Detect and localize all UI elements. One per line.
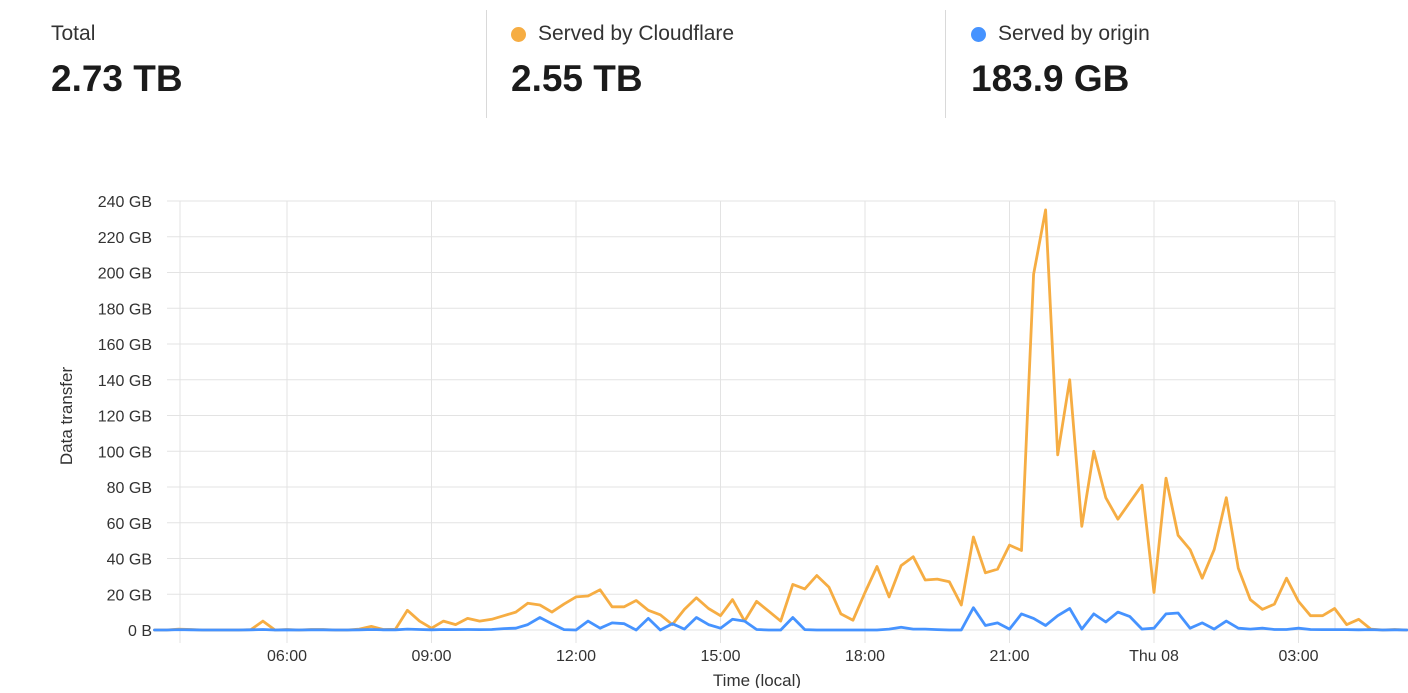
y-tick-label: 100 GB (98, 444, 152, 461)
cloudflare-label-row: Served by Cloudflare (511, 22, 734, 46)
y-tick-label: 180 GB (98, 301, 152, 318)
x-tick-label: 09:00 (411, 648, 451, 665)
total-value: 2.73 TB (51, 58, 183, 99)
y-tick-label: 240 GB (98, 194, 152, 211)
x-tick-labels: 06:00 09:00 12:00 15:00 18:00 21:00 Thu 08 03:0… (267, 648, 1319, 665)
cloudflare-legend-dot (511, 26, 526, 42)
x-tick-label: 03:00 (1278, 648, 1318, 665)
total-label: Total (51, 22, 96, 45)
series-lines (153, 208, 1408, 632)
x-tick-label: 06:00 (267, 648, 307, 665)
y-gridlines (167, 200, 1335, 631)
cloudflare-value: 2.55 TB (511, 58, 643, 99)
x-tick-label: 15:00 (700, 648, 740, 665)
y-tick-label: 220 GB (98, 230, 152, 247)
y-axis-label: Data transfer (57, 367, 76, 466)
y-tick-label: 40 GB (107, 552, 152, 569)
origin-stat: Served by origin 183.9 GB (945, 10, 1408, 118)
y-tick-label: 60 GB (107, 516, 152, 533)
x-tick-label: 12:00 (556, 648, 596, 665)
series-line-origin (153, 606, 1408, 632)
x-axis-label: Time (local) (713, 671, 801, 688)
y-tick-label: 140 GB (98, 373, 152, 390)
origin-label: Served by origin (998, 22, 1150, 45)
x-tick-label: 21:00 (989, 648, 1029, 665)
y-tick-labels: 0 B 20 GB 40 GB 60 GB 80 GB 100 GB 120 GB 140 G… (98, 194, 152, 640)
y-tick-label: 120 GB (98, 409, 152, 426)
series-line-cloudflare (153, 208, 1408, 632)
y-tick-label: 200 GB (98, 266, 152, 283)
x-tick-label: 18:00 (845, 648, 885, 665)
cloudflare-stat: Served by Cloudflare 2.55 TB (486, 10, 946, 118)
x-gridlines (179, 201, 1336, 643)
origin-legend-dot (971, 26, 986, 42)
y-tick-label: 20 GB (107, 587, 152, 604)
chart-svg: 0 B 20 GB 40 GB 60 GB 80 GB 100 GB 120 GB 140 G… (57, 194, 1408, 690)
x-tick-label: Thu 08 (1129, 648, 1179, 665)
cloudflare-label: Served by Cloudflare (538, 22, 735, 45)
origin-label-row: Served by origin (971, 22, 1150, 46)
total-stat: Total 2.73 TB (0, 10, 486, 118)
summary-stats: Total 2.73 TB Served by Cloudflare 2.55 … (0, 0, 1408, 130)
data-transfer-chart: 0 B 20 GB 40 GB 60 GB 80 GB 100 GB 120 GB 140 G… (0, 150, 1408, 690)
origin-value: 183.9 GB (971, 58, 1130, 99)
y-tick-label: 160 GB (98, 337, 152, 354)
y-tick-label: 80 GB (107, 480, 152, 497)
y-tick-label: 0 B (128, 623, 152, 640)
